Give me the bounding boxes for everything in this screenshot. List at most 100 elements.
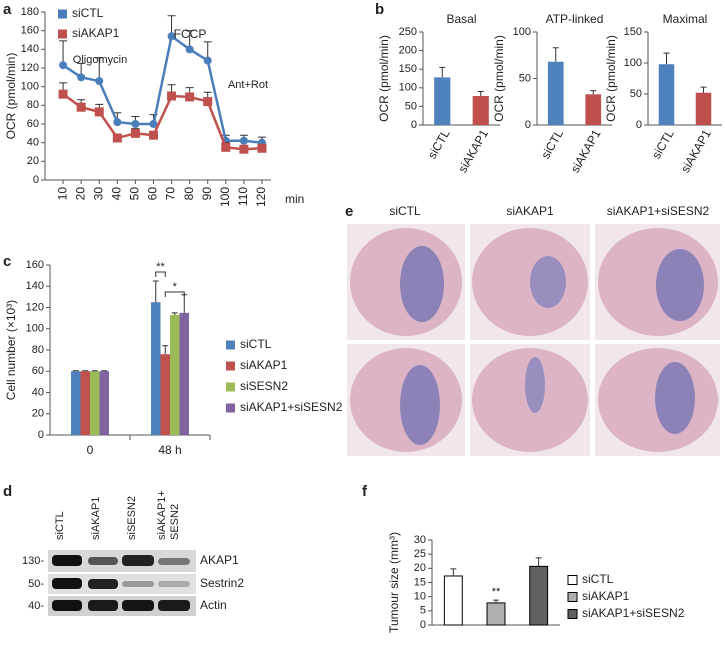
bar [160, 354, 170, 435]
legend-swatch [567, 592, 578, 602]
bar [90, 371, 100, 435]
bar [529, 565, 549, 626]
band-label: Actin [200, 598, 227, 612]
legend-swatch [58, 29, 67, 39]
x-tick-label: 10 [55, 187, 69, 201]
panel-label: f [362, 483, 368, 500]
mw-marker: 50- [28, 578, 44, 590]
y-axis-label: Tumour size (mm³) [387, 532, 401, 633]
chart-title: Basal [446, 12, 476, 26]
point [76, 102, 86, 112]
legend-label: siAKAP1+siSESN2 [582, 606, 685, 620]
bar [71, 371, 81, 435]
y-tick-label: 120 [26, 301, 44, 313]
y-axis-label: Cell number (×10³) [4, 300, 18, 400]
significance-bracket [155, 271, 166, 277]
y-tick-label: 30 [414, 534, 426, 546]
y-tick-label: 0 [411, 119, 417, 131]
y-tick-label: 40 [32, 386, 44, 398]
point [113, 118, 122, 127]
point [221, 142, 231, 152]
bar [179, 312, 189, 435]
panel-label: e [345, 203, 353, 220]
y-tick-label: 100 [21, 81, 39, 93]
legend-swatch [226, 403, 235, 413]
point [167, 32, 176, 41]
point [131, 120, 140, 128]
legend-swatch [567, 609, 578, 619]
error-bar [91, 370, 98, 372]
tumour [656, 249, 704, 321]
y-tick-label: 140 [21, 43, 39, 55]
y-tick-label: 160 [21, 25, 39, 37]
band [122, 600, 154, 611]
y-tick-label: 5 [420, 605, 426, 617]
error-bar [162, 345, 169, 355]
y-tick-label: 100 [513, 26, 531, 38]
point [185, 92, 195, 102]
band [52, 600, 82, 611]
legend-label: siAKAP1 [72, 26, 120, 40]
x-tick-label: siCTL [538, 127, 566, 161]
bar [80, 371, 90, 435]
annotation: FCCP [174, 27, 207, 41]
error-bar [59, 40, 68, 66]
point [239, 144, 249, 154]
tumour [530, 256, 566, 308]
y-tick-label: 100 [26, 323, 44, 335]
lane-label: siAKAP1+ [156, 490, 168, 540]
panel-label: c [3, 253, 11, 270]
error-bar [101, 370, 108, 372]
legend-swatch [226, 340, 235, 350]
error-bar [152, 280, 159, 303]
point [112, 133, 122, 143]
band-label: AKAP1 [200, 553, 239, 567]
legend-label: siAKAP1 [240, 358, 288, 372]
x-tick-label: 20 [73, 187, 87, 201]
y-tick-label: 0 [636, 119, 642, 131]
y-tick-label: 180 [21, 6, 39, 18]
x-tick-label: siCTL [649, 127, 677, 161]
x-axis-label: min [285, 192, 304, 206]
band [158, 581, 190, 587]
y-tick-label: 100 [399, 82, 417, 94]
y-tick-label: 160 [26, 259, 44, 271]
y-tick-label: 60 [27, 118, 39, 130]
y-tick-label: 25 [414, 548, 426, 560]
band [88, 579, 118, 589]
band [52, 578, 82, 589]
column-label: siCTL [389, 204, 421, 218]
y-tick-label: 10 [414, 591, 426, 603]
x-tick-label: 60 [146, 187, 160, 201]
column-label: siAKAP1 [506, 204, 554, 218]
tumour [400, 365, 440, 445]
significance-bracket [164, 291, 185, 297]
legend-label: siCTL [582, 572, 614, 586]
x-tick-label: 70 [164, 187, 178, 201]
y-tick-label: 40 [27, 137, 39, 149]
y-tick-label: 0 [420, 619, 426, 631]
annotation: * [173, 281, 178, 293]
y-tick-label: 250 [399, 26, 417, 38]
tumour [525, 357, 545, 413]
y-axis-label: OCR (pmol/min) [4, 53, 18, 140]
point [239, 136, 248, 145]
chart-title: ATP-linked [546, 12, 604, 26]
x-tick-label: 30 [91, 187, 105, 201]
panel-label: a [3, 1, 12, 18]
bar [434, 77, 451, 125]
y-tick-label: 0 [33, 174, 39, 186]
error-bar [171, 312, 178, 315]
annotation: ** [492, 586, 501, 598]
point [167, 91, 177, 101]
point [77, 73, 86, 82]
error-bar [535, 557, 542, 567]
error-bar [663, 52, 670, 65]
error-bar [477, 91, 484, 96]
y-tick-label: 60 [32, 365, 44, 377]
y-tick-label: 20 [32, 408, 44, 420]
y-axis-label: OCR (pmol/min) [492, 35, 506, 122]
band [88, 557, 118, 565]
bar [486, 602, 506, 626]
